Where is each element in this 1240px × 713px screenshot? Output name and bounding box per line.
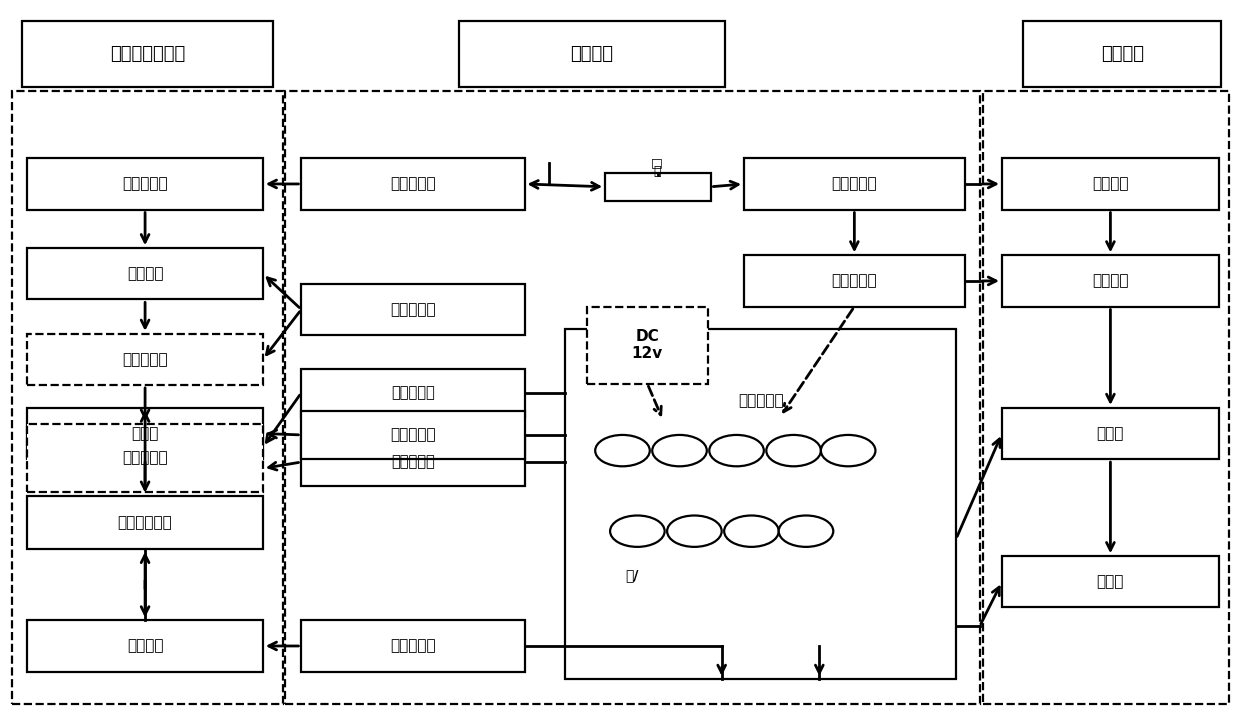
Circle shape [709,435,764,466]
FancyBboxPatch shape [27,620,263,672]
Text: 其他终端: 其他终端 [1092,273,1128,289]
Text: 振动传感器: 振动传感器 [391,454,435,470]
FancyBboxPatch shape [1002,255,1219,307]
FancyBboxPatch shape [27,158,263,210]
Circle shape [610,515,665,547]
FancyBboxPatch shape [27,408,263,459]
FancyBboxPatch shape [27,248,263,299]
FancyBboxPatch shape [301,438,525,486]
FancyBboxPatch shape [1002,556,1219,607]
Text: 脉冲发生器: 脉冲发生器 [123,176,167,192]
Text: 数据集成盒: 数据集成盒 [739,393,784,409]
Text: DC
12v: DC 12v [631,329,663,361]
FancyBboxPatch shape [587,307,708,384]
Text: 滤: 滤 [653,165,661,178]
FancyBboxPatch shape [605,173,711,201]
Text: 实验杆: 实验杆 [131,426,159,441]
Circle shape [652,435,707,466]
Text: 打印机: 打印机 [1096,574,1125,590]
FancyBboxPatch shape [744,255,965,307]
Text: 样品与载样仓: 样品与载样仓 [118,515,172,530]
Text: 计算机: 计算机 [1096,426,1125,441]
FancyBboxPatch shape [1002,158,1219,210]
Text: 压力传感器: 压力传感器 [391,176,435,192]
FancyBboxPatch shape [27,334,263,385]
Text: 动量陷波器: 动量陷波器 [123,450,167,466]
Text: 数据分析: 数据分析 [1101,45,1143,63]
Circle shape [595,435,650,466]
Text: 数据采集: 数据采集 [570,45,614,63]
Text: 开/: 开/ [626,568,639,583]
FancyBboxPatch shape [27,496,263,549]
FancyBboxPatch shape [565,329,956,679]
FancyBboxPatch shape [1002,408,1219,459]
FancyBboxPatch shape [744,158,965,210]
Circle shape [724,515,779,547]
Text: 转速传感器: 转速传感器 [391,638,435,654]
Circle shape [779,515,833,547]
FancyBboxPatch shape [1023,21,1221,87]
Text: 压力传感器: 压力传感器 [391,302,435,317]
Circle shape [821,435,875,466]
FancyBboxPatch shape [301,158,525,210]
Text: 应变传感器: 应变传感器 [391,427,435,443]
FancyBboxPatch shape [301,411,525,459]
Text: 远程设备: 远程设备 [1092,176,1128,192]
Circle shape [667,515,722,547]
Text: 数据转换盒: 数据转换盒 [832,176,877,192]
FancyBboxPatch shape [22,21,273,87]
Text: 加压机构: 加压机构 [126,266,164,282]
FancyBboxPatch shape [27,424,263,492]
FancyBboxPatch shape [301,284,525,335]
Text: 脉冲整形器: 脉冲整形器 [123,352,167,367]
Text: 钒进模拟与测试: 钒进模拟与测试 [110,45,185,63]
Circle shape [766,435,821,466]
FancyBboxPatch shape [301,369,525,417]
Text: 旋转机构: 旋转机构 [126,638,164,654]
Text: 动态应变价: 动态应变价 [832,273,877,289]
FancyBboxPatch shape [301,620,525,672]
FancyBboxPatch shape [459,21,725,87]
Text: 测速传感器: 测速传感器 [391,385,435,401]
Text: □: □ [651,156,663,169]
